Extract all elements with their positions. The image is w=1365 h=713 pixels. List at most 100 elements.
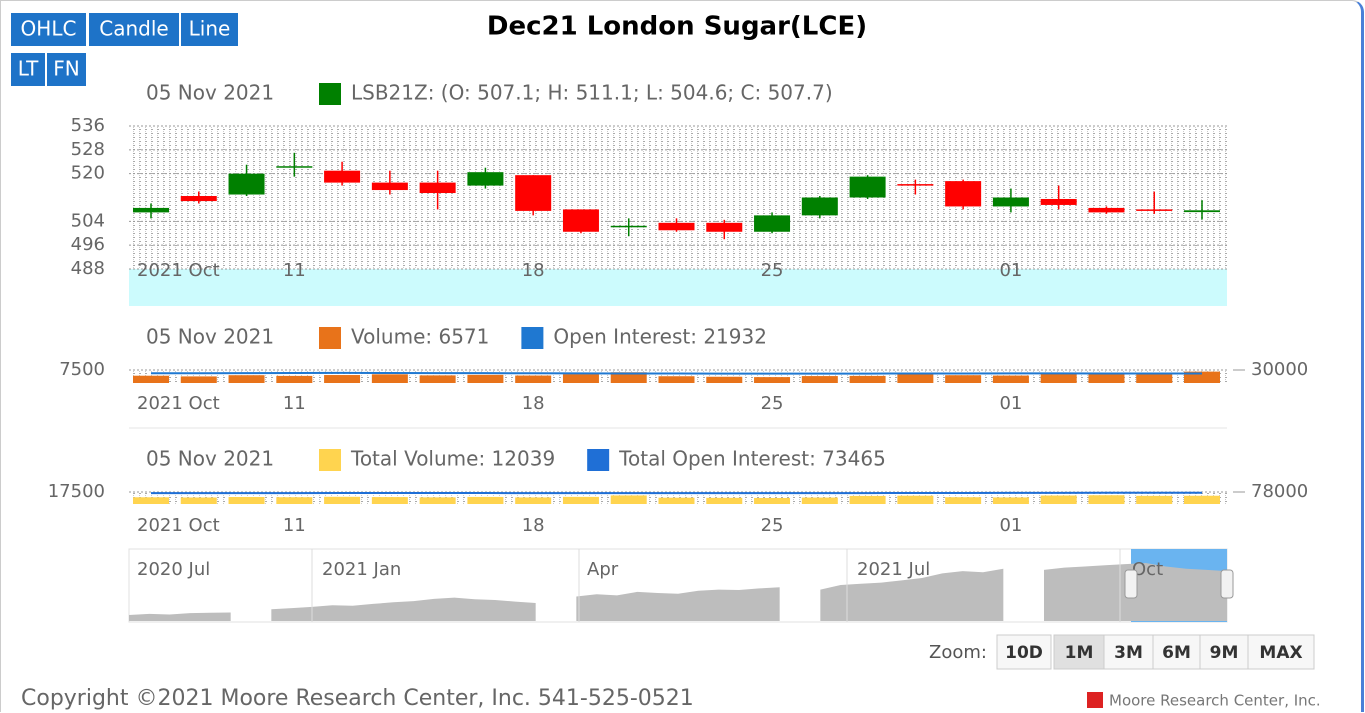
- date-label: 05 Nov 2021: [146, 81, 274, 105]
- candle-body: [1040, 198, 1077, 205]
- navigator-label: 2020 Jul: [137, 559, 210, 580]
- volume-bar: [228, 497, 265, 504]
- volume-bar: [801, 497, 838, 504]
- view-button-label[interactable]: Line: [189, 17, 231, 41]
- copyright: Copyright ©2021 Moore Research Center, I…: [21, 686, 694, 711]
- scroll-band: [129, 269, 1227, 306]
- candle-body: [945, 181, 982, 207]
- zoom-button[interactable]: [1053, 634, 1105, 670]
- x-tick-label: 11: [283, 393, 306, 414]
- x-tick-label: 18: [522, 393, 545, 414]
- volume-bar: [467, 374, 504, 383]
- plot-grid: [129, 126, 1227, 269]
- zoom-button-label[interactable]: 9M: [1210, 643, 1239, 663]
- volume-bar: [324, 375, 361, 383]
- x-tick-label: 2021 Oct: [137, 393, 220, 414]
- volume-bar: [1136, 495, 1173, 504]
- line-series: [150, 371, 1203, 375]
- volume-bar: [945, 497, 982, 504]
- volume-bar: [180, 376, 217, 383]
- volume-bar: [133, 375, 169, 383]
- candle-body: [324, 170, 361, 183]
- volume-bar: [133, 497, 169, 504]
- navigator-area: [271, 597, 536, 621]
- candle-body: [515, 175, 552, 211]
- volume-bar: [371, 497, 408, 504]
- volume-bar: [276, 375, 313, 383]
- y-tick-label: 520: [71, 163, 105, 184]
- navigator-handle[interactable]: [1220, 569, 1234, 599]
- y-tick-label: 7500: [59, 359, 105, 380]
- zoom-button-label[interactable]: 3M: [1114, 643, 1143, 663]
- x-tick-label: 2021 Oct: [137, 515, 220, 536]
- zoom-button[interactable]: [1247, 634, 1315, 670]
- candle-body: [897, 184, 934, 186]
- legend-swatch: [319, 83, 341, 105]
- x-tick-label: 01: [999, 515, 1022, 536]
- candle-body: [1184, 210, 1220, 213]
- navigator-label: 2021 Jan: [322, 559, 401, 580]
- volume-bar: [658, 497, 695, 504]
- volume-bar: [1088, 495, 1125, 504]
- view-button-label[interactable]: LT: [18, 57, 39, 81]
- y-tick-label: 504: [71, 210, 105, 231]
- x-tick-label: 01: [999, 260, 1022, 281]
- logo-icon: [1087, 692, 1103, 708]
- candle-body: [276, 166, 313, 168]
- view-button-label[interactable]: FN: [53, 57, 79, 81]
- zoom-button[interactable]: [1199, 634, 1249, 670]
- volume-bar: [515, 375, 552, 383]
- date-label: 05 Nov 2021: [146, 447, 274, 471]
- candle-body: [419, 182, 456, 194]
- volume-bar: [849, 375, 886, 383]
- navigator-label: 2021 Jul: [857, 559, 930, 580]
- volume-bar: [1088, 372, 1125, 383]
- zoom-button-label[interactable]: 1M: [1065, 643, 1094, 663]
- volume-bar: [467, 496, 504, 504]
- candle-body: [610, 225, 647, 228]
- legend-swatch: [319, 327, 341, 349]
- candle-body: [467, 172, 504, 186]
- zoom-button[interactable]: [1152, 634, 1201, 670]
- volume-bar: [180, 497, 217, 504]
- volume-bar: [324, 496, 361, 504]
- navigator-handle[interactable]: [1124, 569, 1138, 599]
- x-tick-label: 18: [522, 515, 545, 536]
- zoom-button-label[interactable]: 10D: [1005, 643, 1043, 663]
- volume-bar: [419, 375, 456, 383]
- volume-bar: [1184, 495, 1220, 504]
- legend-text: Open Interest: 21932: [553, 325, 767, 349]
- candle-body: [180, 196, 217, 202]
- candle-body: [801, 197, 838, 216]
- x-tick-label: 2021 Oct: [137, 260, 220, 281]
- view-button[interactable]: [89, 13, 179, 46]
- legend-swatch: [521, 327, 544, 349]
- y-tick-label: 536: [71, 115, 105, 136]
- navigator-area: [129, 612, 231, 621]
- zoom-button-label[interactable]: 6M: [1162, 643, 1191, 663]
- view-button-label[interactable]: OHLC: [21, 17, 77, 41]
- volume-bar: [706, 497, 743, 504]
- volume-bar: [1136, 373, 1173, 383]
- view-button[interactable]: [47, 53, 86, 86]
- x-tick-label: 01: [999, 393, 1022, 414]
- view-button[interactable]: [181, 13, 238, 46]
- volume-bar: [371, 374, 408, 383]
- candle-body: [133, 207, 169, 213]
- zoom-button[interactable]: [996, 634, 1052, 670]
- candle-body: [706, 222, 743, 232]
- volume-bar: [801, 376, 838, 383]
- x-tick-label: 11: [283, 260, 306, 281]
- volume-bar: [992, 375, 1029, 383]
- chart-title: Dec21 London Sugar(LCE): [487, 12, 867, 42]
- y2-tick-label: 78000: [1251, 481, 1308, 502]
- view-button[interactable]: [11, 53, 45, 86]
- zoom-button-label[interactable]: MAX: [1259, 643, 1302, 663]
- volume-bar: [706, 376, 743, 383]
- volume-bar: [1040, 495, 1077, 504]
- legend-swatch: [319, 449, 341, 471]
- view-button-label[interactable]: Candle: [99, 17, 168, 41]
- view-button[interactable]: [11, 13, 86, 46]
